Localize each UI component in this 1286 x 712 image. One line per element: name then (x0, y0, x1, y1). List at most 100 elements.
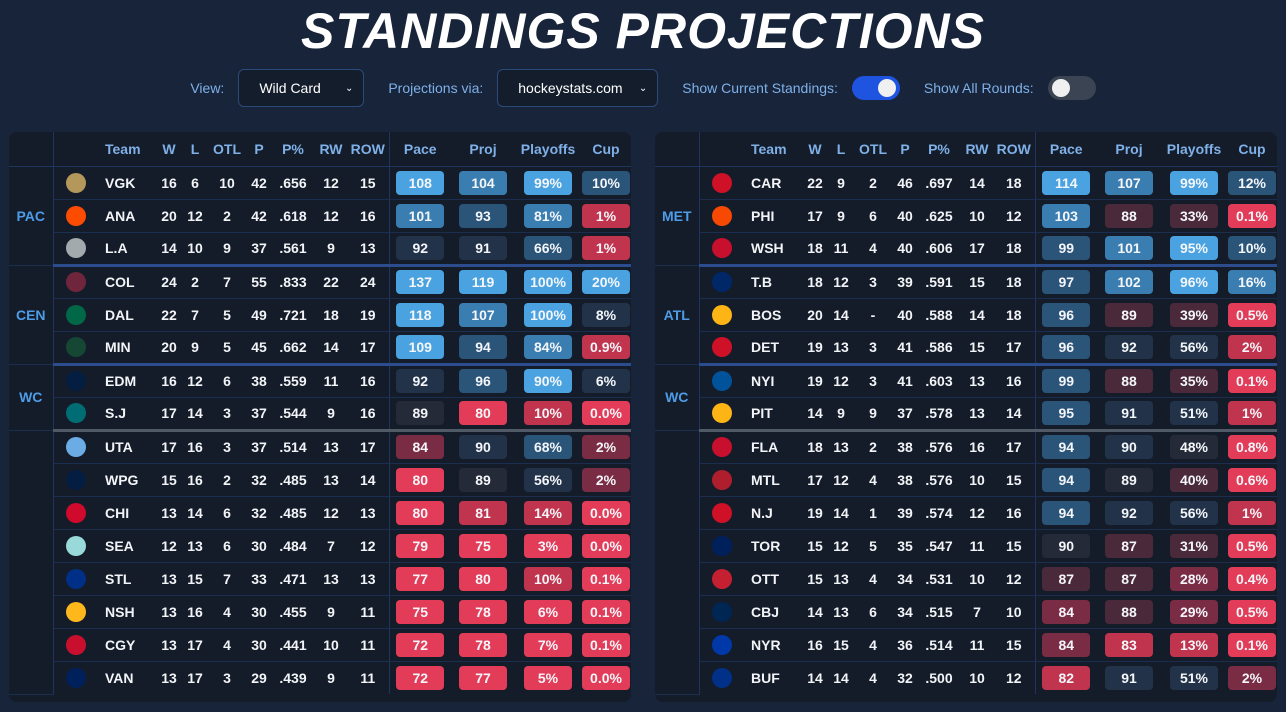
stat-row: 17 (347, 430, 390, 464)
view-select[interactable]: Wild Card ⌄ (238, 69, 365, 107)
playoffs-badge: 56% (1170, 335, 1218, 359)
team-logo-cell (699, 529, 745, 563)
table-row: FLA 18 13 2 38.576 16 17 94 90 48% 0.8% (655, 430, 1277, 695)
pace-cell: 84 (389, 430, 451, 464)
stat-otl: 4 (853, 463, 893, 497)
stat-rw: 15 (961, 331, 993, 366)
stat-w: 15 (801, 562, 829, 596)
all-rounds-toggle[interactable] (1047, 76, 1096, 100)
team-logo-cell (53, 166, 99, 200)
stat-p: 37 (247, 397, 271, 432)
cup-badge: 0.1% (582, 566, 630, 591)
team-logo-icon (66, 634, 87, 655)
playoffs-cell: 81% (515, 199, 581, 233)
pace-cell: 84 (1035, 595, 1097, 629)
stat-w: 14 (801, 595, 829, 629)
projections-select[interactable]: hockeystats.com ⌄ (497, 69, 659, 107)
cup-cell: 0.0% (581, 397, 631, 432)
proj-badge: 87 (1105, 566, 1153, 591)
header-row: Team W L OTL P P% RW ROW Pace Proj Playoffs Cup (655, 132, 1277, 167)
stat-otl: 6 (207, 496, 247, 530)
proj-cell: 92 (1097, 496, 1161, 530)
team-abbrev: WPG (99, 463, 155, 497)
playoffs-badge: 95% (1170, 236, 1218, 260)
proj-cell: 87 (1097, 562, 1161, 596)
chevron-down-icon: ⌄ (638, 82, 648, 94)
team-abbrev: L.A (99, 232, 155, 267)
proj-badge: 83 (1105, 632, 1153, 657)
pace-badge: 79 (396, 533, 445, 558)
table-row: ANA 20 12 2 42.618 12 16 101 93 81% 1% (9, 199, 631, 233)
table-row: DAL 22 7 5 49.721 18 19 118 107 100% 8% (9, 298, 631, 332)
stat-otl: 5 (207, 331, 247, 366)
stat-p: 38 (893, 430, 917, 464)
playoffs-cell: 40% (1161, 463, 1227, 497)
pace-cell: 95 (1035, 397, 1097, 432)
proj-cell: 91 (1097, 661, 1161, 694)
cup-cell: 0.5% (1227, 595, 1277, 629)
division-label (9, 430, 54, 695)
division-label (655, 430, 700, 695)
proj-badge: 91 (459, 236, 507, 260)
playoffs-badge: 99% (1170, 170, 1218, 195)
playoffs-cell: 51% (1161, 397, 1227, 432)
chevron-down-icon: ⌄ (344, 82, 354, 94)
cup-cell: 6% (581, 364, 631, 398)
column-header (699, 132, 745, 167)
pace-cell: 90 (1035, 529, 1097, 563)
table-row: PHI 17 9 6 40.625 10 12 103 88 33% 0.1% (655, 199, 1277, 233)
column-header (53, 132, 99, 167)
stat-pct: .485 (271, 463, 315, 497)
cup-cell: 20% (581, 265, 631, 299)
proj-badge: 92 (1105, 335, 1153, 359)
all-rounds-label: Show All Rounds: (923, 80, 1034, 96)
team-logo-cell (53, 364, 99, 398)
stat-p: 36 (893, 628, 917, 662)
column-header: Pace (389, 132, 451, 167)
table-row: BOS 20 14-40.588 14 18 96 89 39% 0.5% (655, 298, 1277, 332)
pace-cell: 72 (389, 661, 451, 694)
stat-rw: 9 (315, 595, 347, 629)
pace-badge: 84 (396, 435, 445, 459)
playoffs-badge: 3% (524, 533, 572, 558)
team-logo-icon (712, 238, 733, 258)
team-logo-cell (699, 199, 745, 233)
cup-cell: 1% (581, 232, 631, 267)
playoffs-cell: 66% (515, 232, 581, 267)
toggle-knob (877, 79, 896, 97)
playoffs-cell: 84% (515, 331, 581, 366)
current-standings-toggle[interactable] (851, 76, 900, 100)
team-logo-cell (53, 463, 99, 497)
stat-p: 46 (893, 166, 917, 200)
table-row: S.J 17 14 3 37.544 9 16 89 80 10% 0.0% (9, 397, 631, 432)
team-abbrev: S.J (99, 397, 155, 432)
pace-cell: 94 (1035, 496, 1097, 530)
stat-w: 13 (155, 496, 183, 530)
team-logo-cell (699, 397, 745, 432)
team-abbrev: CAR (745, 166, 801, 200)
cup-cell: 1% (1227, 397, 1277, 432)
stat-l: 16 (183, 463, 207, 497)
stat-rw: 14 (315, 331, 347, 366)
projections-label: Projections via: (388, 80, 484, 96)
stat-rw: 13 (315, 463, 347, 497)
playoffs-cell: 14% (515, 496, 581, 530)
stat-w: 13 (155, 628, 183, 662)
stat-p: 42 (247, 199, 271, 233)
team-abbrev: NSH (99, 595, 155, 629)
stat-l: 13 (829, 331, 853, 366)
pace-cell: 89 (389, 397, 451, 432)
proj-cell: 89 (1097, 463, 1161, 497)
cup-cell: 8% (581, 298, 631, 332)
pace-badge: 77 (396, 566, 445, 591)
team-logo-cell (53, 529, 99, 563)
stat-w: 20 (155, 331, 183, 366)
team-logo-cell (699, 265, 745, 299)
stat-w: 19 (801, 496, 829, 530)
current-standings-label: Show Current Standings: (682, 80, 838, 96)
team-abbrev: BUF (751, 669, 780, 686)
stat-pct: .559 (271, 364, 315, 398)
cup-badge: 1% (582, 203, 630, 228)
stat-otl: 4 (207, 628, 247, 662)
stat-row: 16 (347, 397, 390, 432)
